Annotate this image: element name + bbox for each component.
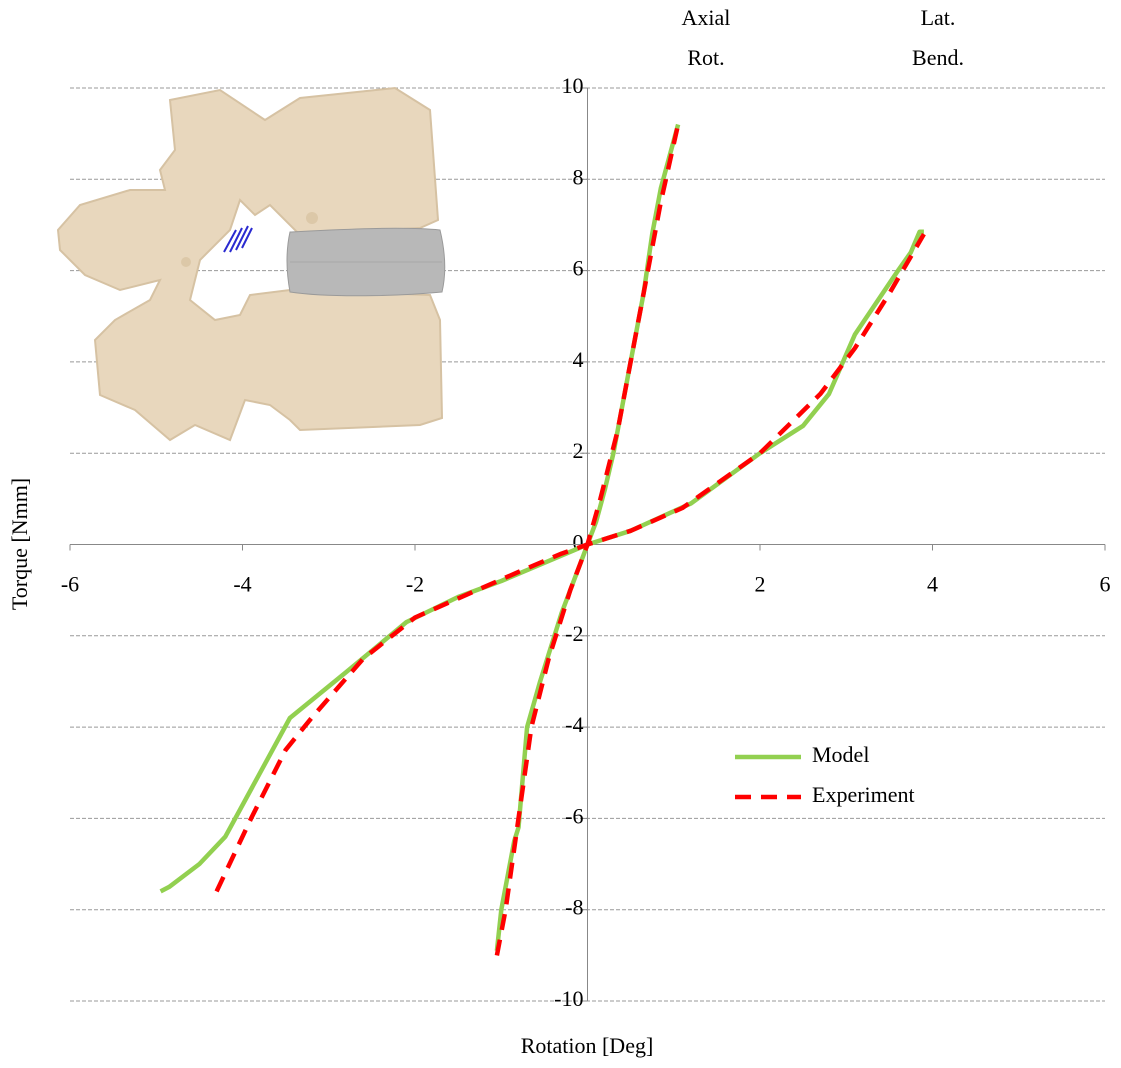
x-tick-label: 2 [755,572,766,597]
annotation: Lat. [921,5,956,30]
y-tick-label: 4 [573,347,584,372]
legend-label: Experiment [812,782,915,807]
annotation: Bend. [912,45,964,70]
legend-label: Model [812,742,869,767]
bone-detail [181,257,191,267]
annotation: Rot. [687,45,724,70]
y-tick-label: 2 [573,438,584,463]
x-tick-label: -4 [233,572,251,597]
y-axis-title: Torque [Nmm] [7,478,32,610]
x-tick-label: -6 [61,572,79,597]
vertebra-illustration [58,88,445,440]
y-tick-label: -10 [554,986,583,1011]
chart: -10-8-6-4-20246810-6-4-2246ModelExperime… [0,0,1121,1068]
x-tick-label: -2 [406,572,424,597]
y-tick-label: -4 [565,712,583,737]
x-tick-label: 4 [927,572,938,597]
y-tick-label: -8 [565,895,583,920]
y-tick-label: 10 [562,73,584,98]
y-tick-label: -6 [565,803,583,828]
y-tick-label: -2 [565,621,583,646]
bone-detail [306,212,318,224]
y-tick-label: 8 [573,164,584,189]
annotation: Axial [682,5,731,30]
series-line [161,125,924,951]
x-axis-title: Rotation [Deg] [521,1033,654,1058]
x-tick-label: 6 [1100,572,1111,597]
y-tick-label: 6 [573,256,584,281]
